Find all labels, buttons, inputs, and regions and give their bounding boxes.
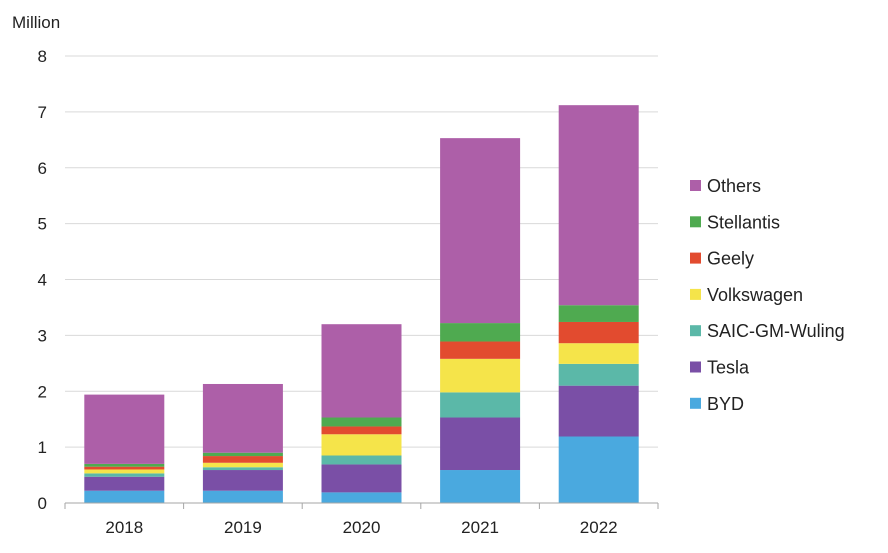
legend-label: SAIC-GM-Wuling [707, 321, 845, 341]
bar-segment-tesla [321, 464, 402, 493]
y-tick-label: 7 [38, 103, 47, 122]
x-tick-label: 2020 [343, 518, 381, 537]
legend-swatch [690, 216, 701, 228]
y-tick-label: 1 [38, 438, 47, 457]
legend-label: Stellantis [707, 212, 780, 232]
bar-segment-tesla [440, 417, 521, 471]
y-tick-label: 3 [38, 326, 47, 345]
legend-swatch [690, 252, 701, 264]
x-axis: 2018 2019 2020 2021 2022 [64, 502, 659, 537]
x-tick-label: 2019 [224, 518, 262, 537]
x-tick-label: 2018 [105, 518, 143, 537]
bar-segment-geely [84, 466, 165, 470]
legend-item-tesla: Tesla [690, 358, 750, 378]
legend: Others Stellantis Geely Volkswagen SAIC-GM-W… [690, 176, 845, 414]
legend-label: Tesla [707, 358, 750, 378]
bar-segment-geely [440, 341, 521, 359]
legend-item-saic-gm-wuling: SAIC-GM-Wuling [690, 321, 845, 341]
bar-segment-stellantis [321, 417, 402, 427]
y-tick-label: 0 [38, 494, 47, 513]
bars [84, 105, 639, 503]
bar-segment-saic-gm-wuling [321, 455, 402, 465]
bar-segment-stellantis [84, 463, 165, 467]
bar-segment-byd [440, 470, 521, 503]
legend-item-stellantis: Stellantis [690, 212, 780, 232]
bar-segment-tesla [84, 476, 165, 491]
y-tick-label: 4 [38, 271, 47, 290]
bar-segment-volkswagen [440, 358, 521, 393]
bar-segment-byd [202, 490, 283, 503]
y-axis-unit-label: Million [12, 13, 60, 32]
x-tick-label: 2022 [580, 518, 618, 537]
bar-segment-geely [558, 321, 639, 344]
legend-label: Geely [707, 249, 754, 269]
legend-swatch [690, 361, 701, 373]
bar-segment-saic-gm-wuling [202, 467, 283, 471]
bar-segment-tesla [558, 385, 639, 437]
bar-segment-tesla [202, 470, 283, 491]
bar-segment-saic-gm-wuling [440, 392, 521, 418]
y-axis: 0 1 2 3 4 5 6 7 8 [38, 47, 47, 513]
bar-segment-geely [321, 426, 402, 435]
legend-item-byd: BYD [690, 394, 744, 414]
bar-segment-stellantis [558, 305, 639, 322]
bar-segment-stellantis [440, 323, 521, 342]
bar-segment-others [202, 383, 283, 453]
legend-swatch [690, 325, 701, 337]
bar-segment-saic-gm-wuling [84, 473, 165, 477]
bar-segment-byd [84, 490, 165, 503]
y-tick-label: 2 [38, 382, 47, 401]
bar-segment-volkswagen [558, 343, 639, 364]
bar-segment-others [558, 105, 639, 306]
bar-segment-others [321, 324, 402, 418]
legend-label: Volkswagen [707, 285, 803, 305]
y-tick-label: 8 [38, 47, 47, 66]
y-tick-label: 6 [38, 159, 47, 178]
legend-item-volkswagen: Volkswagen [690, 285, 803, 305]
bar-segment-others [440, 138, 521, 324]
bar-segment-volkswagen [84, 469, 165, 474]
legend-label: BYD [707, 394, 744, 414]
legend-item-others: Others [690, 176, 761, 196]
bar-segment-volkswagen [321, 434, 402, 456]
bar-segment-volkswagen [202, 462, 283, 468]
bar-segment-stellantis [202, 452, 283, 457]
legend-swatch [690, 397, 701, 409]
legend-swatch [690, 180, 701, 191]
legend-swatch [690, 288, 701, 300]
bar-segment-others [84, 394, 165, 464]
bar-segment-byd [558, 436, 639, 503]
x-tick-label: 2021 [461, 518, 499, 537]
legend-label: Others [707, 176, 761, 196]
legend-item-geely: Geely [690, 249, 754, 269]
bar-segment-geely [202, 456, 283, 463]
y-tick-label: 5 [38, 215, 47, 234]
bar-segment-saic-gm-wuling [558, 363, 639, 386]
bar-segment-byd [321, 492, 402, 503]
